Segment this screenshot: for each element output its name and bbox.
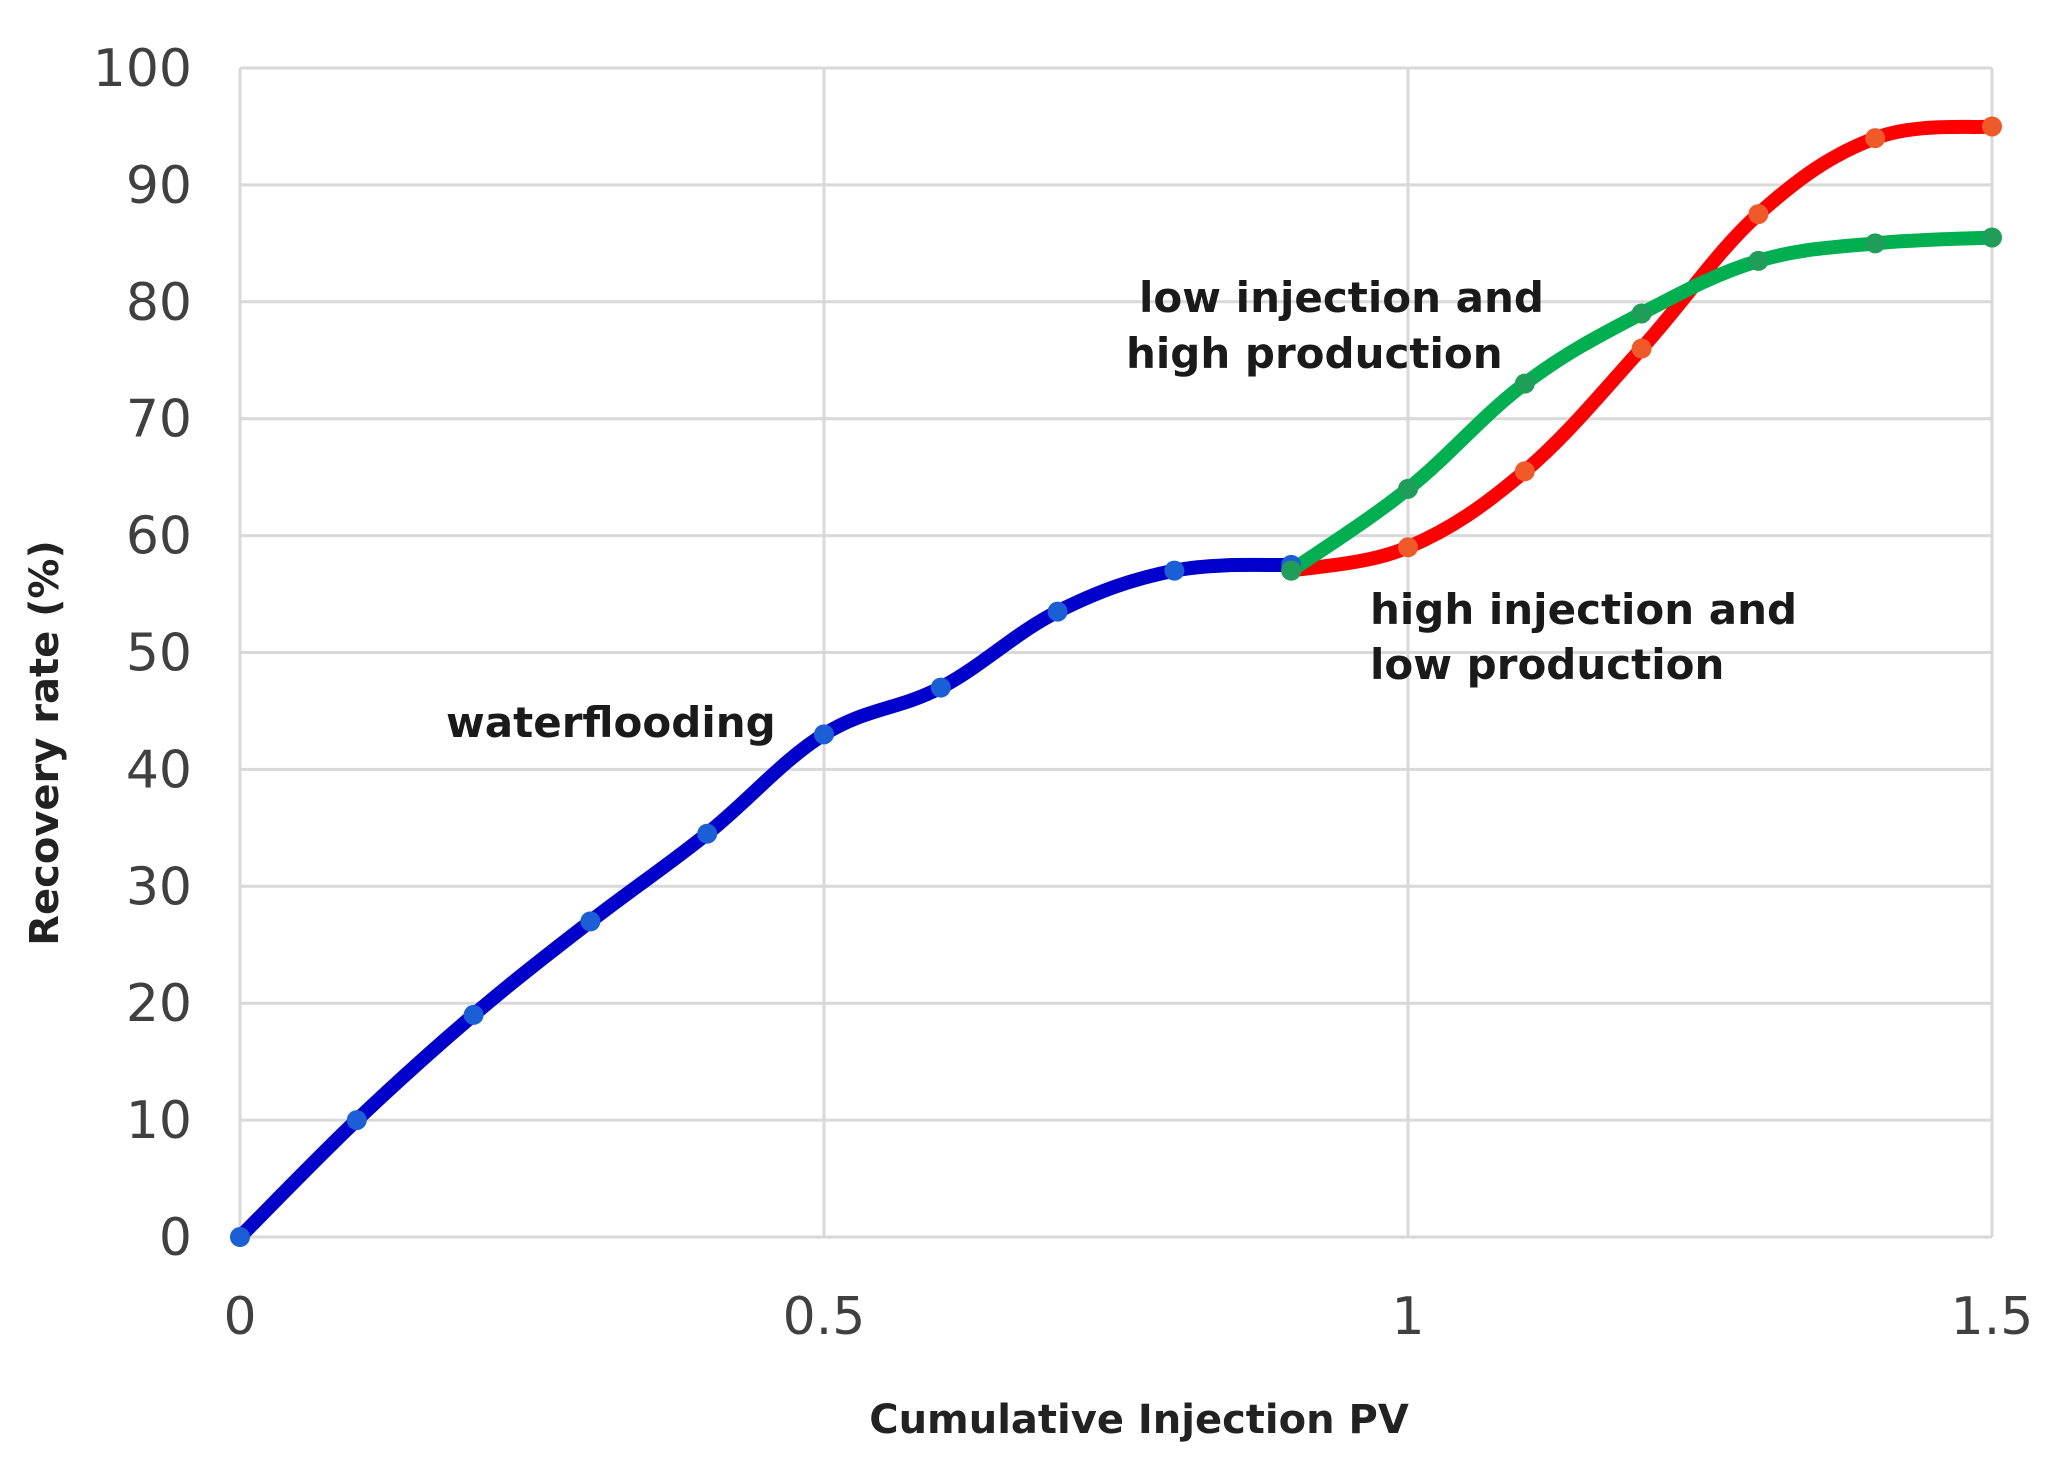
waterflooding-series-point <box>580 911 601 932</box>
low-injection-series-point <box>1748 250 1769 271</box>
waterflooding-series-point <box>930 677 951 698</box>
x-tick-label: 0.5 <box>783 1287 866 1347</box>
high-injection-series-point <box>1398 537 1418 558</box>
y-tick-label: 40 <box>126 740 192 800</box>
high-injection-series-point <box>1982 116 2002 137</box>
low-injection-series-point <box>1982 227 2002 248</box>
low-injection-series-point <box>1514 373 1535 394</box>
waterflooding-series-point <box>1164 560 1185 581</box>
high-injection-series-point <box>1865 128 1886 149</box>
low-injection-series-point <box>1398 478 1418 499</box>
annotation-waterflooding: waterflooding <box>446 698 776 747</box>
y-tick-label: 70 <box>126 390 192 450</box>
high-injection-series-point <box>1631 338 1652 359</box>
low-injection-series-point <box>1865 233 1886 254</box>
waterflooding-series-point <box>463 1004 484 1025</box>
waterflooding-series-point <box>814 724 834 745</box>
y-tick-label: 90 <box>126 156 192 216</box>
y-tick-label: 30 <box>126 857 192 917</box>
x-tick-label: 1.5 <box>1951 1287 2034 1347</box>
marker-layer <box>230 116 2002 1247</box>
y-axis-title: Recovery rate (%) <box>22 540 68 946</box>
series-layer <box>233 119 1999 1244</box>
annotation-low-injection-line-2: high production <box>1126 329 1503 378</box>
y-tick-label: 60 <box>126 507 192 567</box>
waterflooding-series-point <box>230 1227 250 1247</box>
y-tick-label: 20 <box>126 974 192 1034</box>
annotation-high-injection-line-1: high injection and <box>1370 585 1797 634</box>
high-injection-series-point <box>1514 461 1535 482</box>
y-tick-label: 80 <box>126 273 192 333</box>
x-axis-title: Cumulative Injection PV <box>869 1397 1409 1443</box>
waterflooding-series-point <box>697 823 718 844</box>
x-tick-label: 1 <box>1391 1287 1424 1347</box>
waterflooding-series-point <box>1047 601 1068 622</box>
waterflooding-series-point <box>346 1110 367 1131</box>
y-tick-label: 50 <box>126 624 192 684</box>
x-tick-label: 0 <box>223 1287 256 1347</box>
annotation-high-injection-line-2: low production <box>1370 640 1724 689</box>
waterflooding-series-line <box>233 557 1299 1244</box>
low-injection-series-point <box>1631 303 1652 324</box>
annotation-low-injection-line-1: low injection and <box>1139 273 1544 322</box>
tick-label-layer: 0 10 20 30 40 50 60 70 80 90 100 0 0.5 1 1.5 <box>93 39 2034 1347</box>
high-injection-series-point <box>1748 204 1769 225</box>
grid-layer <box>238 66 1994 1239</box>
y-tick-label: 10 <box>126 1091 192 1151</box>
low-injection-series-point <box>1281 560 1302 581</box>
y-tick-label: 0 <box>159 1208 192 1268</box>
y-tick-label: 100 <box>93 39 192 99</box>
